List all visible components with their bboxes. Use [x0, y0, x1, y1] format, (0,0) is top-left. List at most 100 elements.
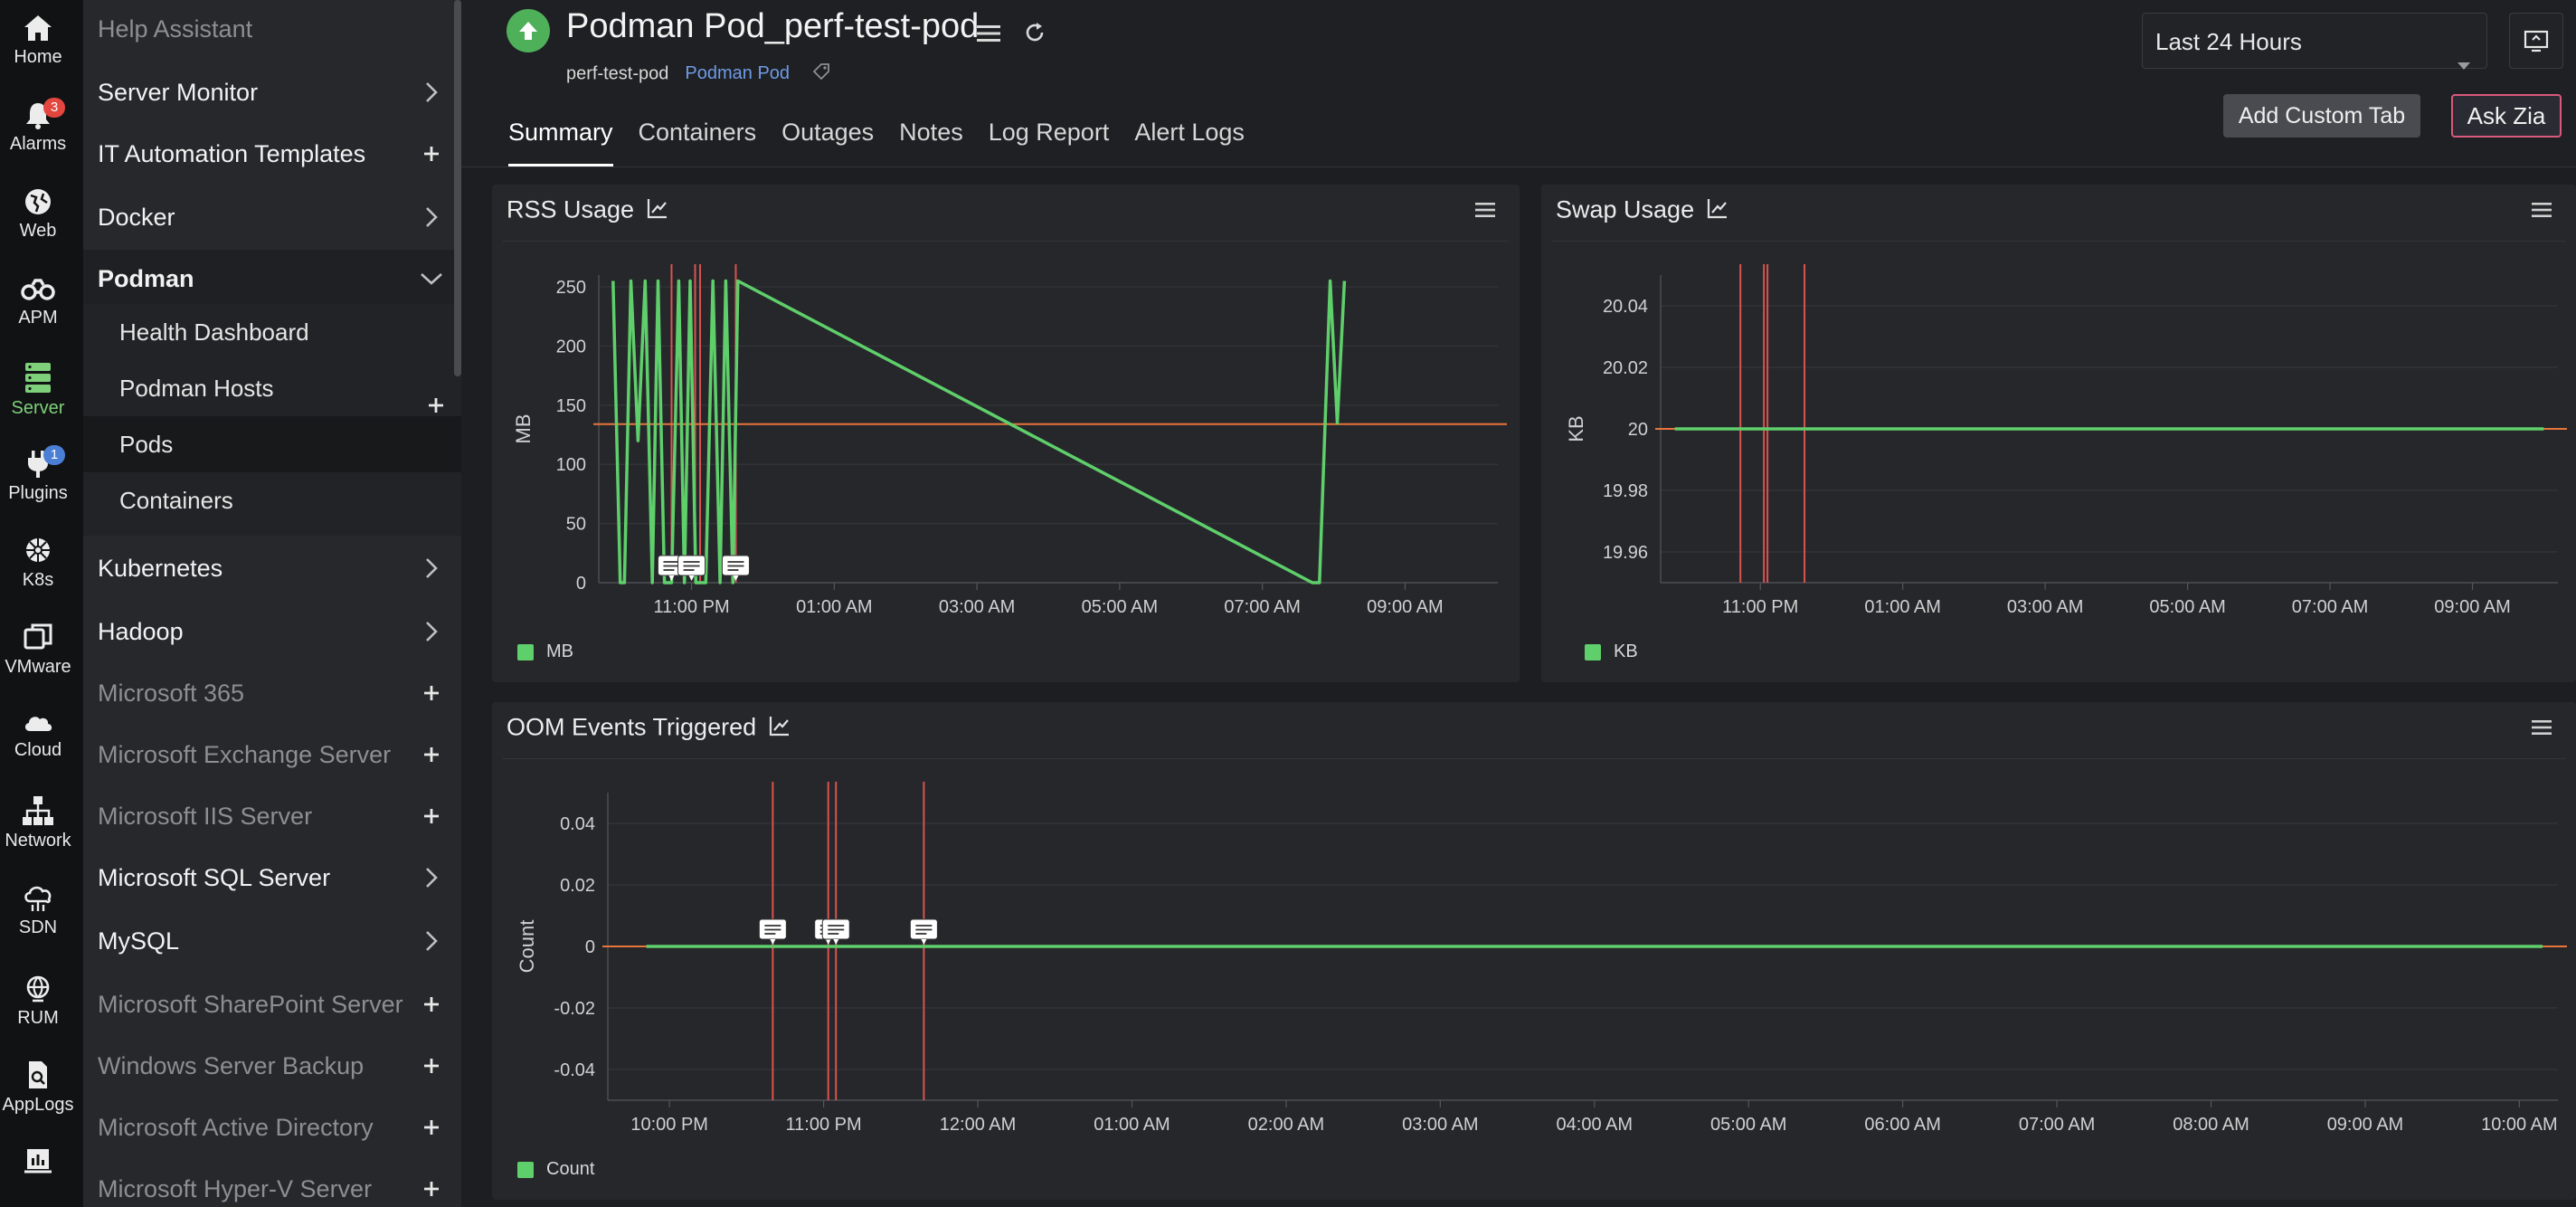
legend-label: Count: [546, 1159, 595, 1179]
chevron-right-icon[interactable]: [418, 849, 445, 907]
tab-alert-logs[interactable]: Alert Logs: [1134, 119, 1245, 146]
trend-chart-icon[interactable]: [1705, 195, 1730, 227]
legend-item[interactable]: KB: [1585, 642, 1638, 662]
rail-item-network[interactable]: Network: [0, 794, 76, 851]
refresh-icon[interactable]: [1022, 20, 1047, 50]
plus-icon[interactable]: [418, 787, 445, 845]
chevron-right-icon[interactable]: [418, 539, 445, 597]
plus-icon[interactable]: [418, 664, 445, 722]
plus-icon[interactable]: [418, 1160, 445, 1207]
plus-icon[interactable]: [418, 1098, 445, 1156]
rail-item-applogs[interactable]: AppLogs: [0, 1059, 76, 1116]
x-tick-label: 03:00 AM: [2007, 597, 2084, 617]
network-icon: [0, 794, 76, 827]
sidebar-item-microsoft-active-directory[interactable]: Microsoft Active Directory: [83, 1098, 461, 1156]
trend-chart-icon[interactable]: [767, 713, 792, 745]
y-tick-label: 20: [1628, 420, 1648, 440]
hamburger-menu-icon[interactable]: [975, 22, 1002, 50]
swap-usage-chart: 19.96 19.98 20 20.02 20.04 KB 11:00 PM 01:00 AM…: [1565, 264, 2567, 617]
trend-chart-icon[interactable]: [645, 195, 670, 227]
sidebar-subitem-podman-hosts[interactable]: Podman Hosts: [83, 360, 461, 416]
panel-menu-icon[interactable]: [2531, 201, 2552, 223]
sidebar-item-hadoop[interactable]: Hadoop: [83, 603, 461, 661]
plus-icon[interactable]: [418, 975, 445, 1033]
x-tick-label: 10:00 AM: [2481, 1115, 2558, 1135]
sidebar-item-it-automation-templates[interactable]: IT Automation Templates: [83, 125, 461, 183]
legend-item[interactable]: MB: [517, 642, 573, 662]
note-marker-icon[interactable]: [909, 918, 938, 945]
tab-log-report[interactable]: Log Report: [988, 119, 1110, 146]
legend-item[interactable]: Count: [517, 1159, 594, 1180]
note-marker-icon[interactable]: [821, 918, 850, 945]
present-mode-icon: [2524, 30, 2549, 52]
present-mode-button[interactable]: [2509, 13, 2563, 69]
sidebar-item-help-assistant[interactable]: Help Assistant: [83, 0, 461, 58]
rail-item-k8s[interactable]: K8s: [0, 534, 76, 591]
plus-icon[interactable]: [418, 1037, 445, 1095]
ask-zia-button[interactable]: Ask Zia: [2451, 94, 2562, 138]
sidebar-item-label: Hadoop: [98, 618, 184, 645]
rss-usage-chart: 0 50 100 150 200 250 MB 11:00 PM 01:00 AM 03:00 A…: [512, 264, 1507, 617]
y-tick-label: 250: [556, 278, 586, 298]
tab-containers[interactable]: Containers: [638, 119, 757, 146]
sidebar-item-microsoft-exchange-server[interactable]: Microsoft Exchange Server: [83, 726, 461, 784]
chevron-right-icon[interactable]: [418, 912, 445, 970]
rail-item-apm[interactable]: APM: [0, 273, 76, 328]
chevron-right-icon[interactable]: [418, 63, 445, 121]
rail-item-home[interactable]: Home: [0, 13, 76, 68]
note-marker-icon[interactable]: [677, 555, 706, 581]
x-tick-label: 11:00 PM: [1722, 597, 1798, 617]
sidebar-subitem-pods[interactable]: Pods: [83, 416, 461, 472]
rail-item-alarms[interactable]: Alarms 3: [0, 98, 76, 155]
sidebar-scrollbar[interactable]: [454, 0, 461, 376]
rail-item-cloud[interactable]: Cloud: [0, 708, 76, 761]
sidebar-item-kubernetes[interactable]: Kubernetes: [83, 539, 461, 597]
rail-item-reports[interactable]: [0, 1145, 76, 1180]
sidebar-item-microsoft-hyper-v-server[interactable]: Microsoft Hyper-V Server: [83, 1160, 461, 1207]
note-marker-icon[interactable]: [758, 918, 787, 945]
sidebar-item-mysql[interactable]: MySQL: [83, 912, 461, 970]
sidebar-subitem-label: Podman Hosts: [119, 375, 274, 402]
tab-notes[interactable]: Notes: [899, 119, 963, 146]
chevron-right-icon[interactable]: [418, 188, 445, 246]
sidebar-subitem-containers[interactable]: Containers: [83, 472, 461, 528]
chevron-down-icon[interactable]: [418, 250, 445, 308]
rail-item-sdn[interactable]: SDN: [0, 881, 76, 938]
sidebar-subitem-health-dashboard[interactable]: Health Dashboard: [83, 304, 461, 360]
rail-item-server[interactable]: Server: [0, 360, 76, 419]
rss-usage-panel: RSS Usage 0 50 100 150 200 250 MB 11:00 PM 01:00…: [492, 185, 1520, 682]
sidebar-item-microsoft-iis-server[interactable]: Microsoft IIS Server: [83, 787, 461, 845]
rail-item-vmware[interactable]: VMware: [0, 621, 76, 678]
sidebar-item-microsoft-365[interactable]: Microsoft 365: [83, 664, 461, 722]
plus-icon[interactable]: [418, 125, 445, 183]
plus-icon[interactable]: [418, 726, 445, 784]
panel-menu-icon[interactable]: [2531, 718, 2552, 741]
plus-icon[interactable]: [427, 378, 445, 434]
tag-icon[interactable]: [811, 62, 831, 87]
rail-item-plugins[interactable]: Plugins 1: [0, 445, 76, 504]
sidebar-item-server-monitor[interactable]: Server Monitor: [83, 63, 461, 121]
panel-menu-icon[interactable]: [1474, 201, 1496, 223]
time-range-select[interactable]: Last 24 Hours: [2142, 13, 2487, 70]
tab-summary[interactable]: Summary: [508, 109, 613, 166]
rail-item-web[interactable]: Web: [0, 186, 76, 242]
series-line[interactable]: [611, 279, 1347, 584]
add-custom-tab-button[interactable]: Add Custom Tab: [2223, 94, 2420, 138]
sidebar-item-microsoft-sharepoint-server[interactable]: Microsoft SharePoint Server: [83, 975, 461, 1033]
y-tick-label: 20.02: [1603, 358, 1648, 378]
tab-outages[interactable]: Outages: [781, 119, 875, 146]
chevron-right-icon[interactable]: [418, 603, 445, 661]
monitor-type-link[interactable]: Podman Pod: [685, 63, 791, 84]
sidebar-item-podman[interactable]: Podman: [83, 250, 461, 308]
tab-bar: Summary Containers Outages Notes Log Report A…: [508, 109, 1270, 166]
y-tick-label: -0.04: [554, 1060, 595, 1080]
sidebar-item-docker[interactable]: Docker: [83, 188, 461, 246]
sidebar-item-microsoft-sql-server[interactable]: Microsoft SQL Server: [83, 849, 461, 907]
rail-item-rum[interactable]: RUM: [0, 974, 76, 1029]
swap-usage-panel: Swap Usage 19.96 19.98 20 20.02 20.04 KB 11:00…: [1541, 185, 2576, 682]
sidebar-item-label: Microsoft SharePoint Server: [98, 991, 403, 1018]
x-tick-label: 08:00 AM: [2173, 1115, 2249, 1135]
sidebar-item-windows-server-backup[interactable]: Windows Server Backup: [83, 1037, 461, 1095]
note-marker-icon[interactable]: [721, 555, 750, 581]
y-tick-label: 0: [585, 937, 595, 957]
